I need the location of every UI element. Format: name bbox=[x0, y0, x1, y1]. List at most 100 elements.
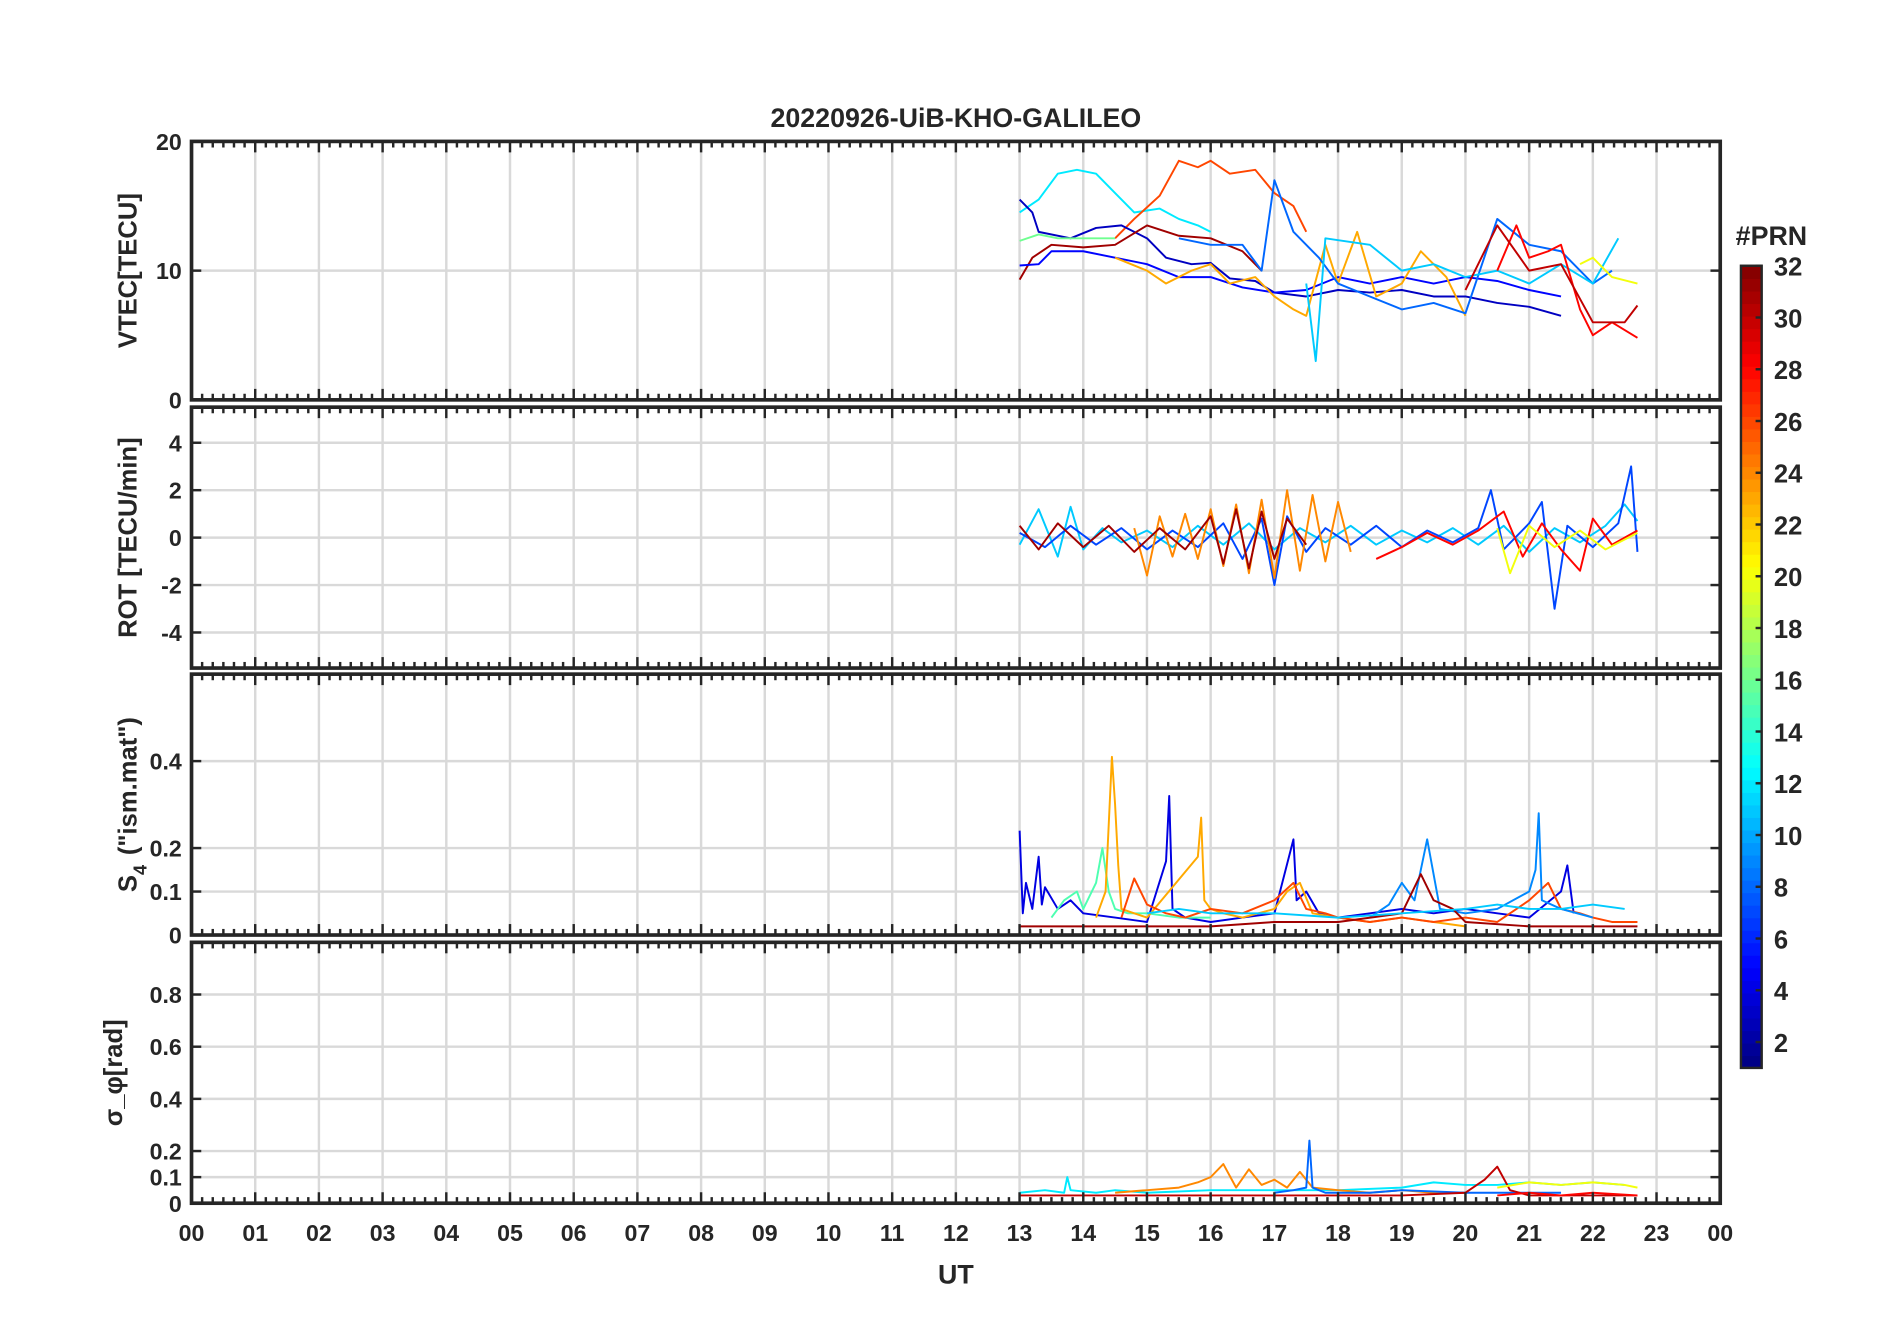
series-prn-28 bbox=[1375, 510, 1638, 572]
colorbar-tick-label: 10 bbox=[1774, 823, 1802, 851]
colorbar-segment bbox=[1740, 416, 1762, 430]
colorbar-segment bbox=[1740, 340, 1762, 355]
colorbar-segment bbox=[1740, 541, 1762, 555]
colorbar-segment bbox=[1740, 353, 1762, 367]
series-prn-12 bbox=[1019, 168, 1212, 233]
colorbar-segment bbox=[1740, 967, 1762, 981]
panel-4: 00.10.2 0.4 0.6 0.8 σ_φ[rad] bbox=[100, 940, 1723, 1217]
colorbar-segment bbox=[1740, 554, 1762, 568]
y-axis-label: S4 ("ism.mat") bbox=[115, 717, 151, 892]
colorbar-segment bbox=[1740, 879, 1762, 894]
colorbar-tick-label: 26 bbox=[1774, 409, 1802, 437]
y-tick-label: 0.2 bbox=[150, 836, 182, 862]
colorbar-segment bbox=[1740, 854, 1762, 869]
colorbar-tick-label: 20 bbox=[1774, 564, 1802, 592]
x-tick-label: 00 bbox=[179, 1220, 205, 1246]
colorbar-tick-label: 30 bbox=[1774, 305, 1802, 333]
colorbar-segment bbox=[1740, 1005, 1762, 1019]
colorbar-segment bbox=[1740, 503, 1762, 518]
colorbar-segment bbox=[1740, 315, 1762, 330]
series-prn-11 bbox=[1146, 903, 1625, 919]
colorbar-tick-label: 14 bbox=[1774, 719, 1803, 747]
x-tick-label: 23 bbox=[1644, 1220, 1670, 1246]
series-prn-20 bbox=[1579, 256, 1638, 285]
colorbar-segment bbox=[1740, 842, 1762, 856]
colorbar-tick-label: 8 bbox=[1774, 875, 1788, 903]
colorbar-segment bbox=[1740, 955, 1762, 969]
colorbar-segment bbox=[1740, 792, 1762, 806]
colorbar-segment bbox=[1740, 942, 1762, 956]
colorbar-segment bbox=[1740, 817, 1762, 831]
colorbar-segment bbox=[1740, 403, 1762, 417]
colorbar-segment bbox=[1740, 804, 1762, 818]
colorbar-tick-label: 2 bbox=[1774, 1030, 1788, 1058]
colorbar-segment bbox=[1740, 528, 1762, 543]
colorbar-tick-label: 18 bbox=[1774, 616, 1802, 644]
colorbar-segment bbox=[1740, 679, 1762, 693]
x-tick-label: 05 bbox=[497, 1220, 523, 1246]
series-prn-4 bbox=[1018, 794, 1575, 923]
series-prn-31 bbox=[1018, 508, 1308, 570]
y-tick-label: 20 bbox=[156, 129, 182, 155]
x-tick-label: 12 bbox=[943, 1220, 969, 1246]
x-tick-label: 20 bbox=[1453, 1220, 1479, 1246]
y-tick-label: 0 bbox=[169, 525, 182, 551]
colorbar-segment bbox=[1740, 391, 1762, 405]
y-tick-label: -2 bbox=[161, 573, 182, 599]
x-tick-label: 18 bbox=[1325, 1220, 1351, 1246]
series-prn-9 bbox=[1369, 812, 1594, 919]
colorbar-segment bbox=[1740, 716, 1762, 731]
colorbar-tick-label: 16 bbox=[1774, 668, 1802, 696]
y-axis-label: σ_φ[rad] bbox=[100, 1019, 128, 1126]
colorbar-segment bbox=[1740, 478, 1762, 493]
x-tick-label: 13 bbox=[1007, 1220, 1033, 1246]
series-prn-8 bbox=[1274, 1139, 1562, 1194]
x-tick-label: 07 bbox=[625, 1220, 651, 1246]
colorbar-segment bbox=[1740, 290, 1762, 305]
colorbar-segment bbox=[1740, 1055, 1762, 1069]
colorbar-tick-label: 28 bbox=[1774, 357, 1802, 385]
colorbar-segment bbox=[1740, 641, 1762, 656]
colorbar-tick-label: 4 bbox=[1774, 978, 1789, 1006]
colorbar-segment bbox=[1740, 654, 1762, 668]
colorbar-segment bbox=[1740, 466, 1762, 480]
colorbar-segment bbox=[1740, 328, 1762, 342]
colorbar-segment bbox=[1740, 516, 1762, 530]
colorbar-segment bbox=[1740, 829, 1762, 844]
y-tick-label: 0.4 bbox=[150, 749, 182, 775]
colorbar-segment bbox=[1740, 691, 1762, 706]
colorbar-segment bbox=[1740, 904, 1762, 919]
series-prn-16 bbox=[1019, 233, 1116, 242]
y-tick-label: 0.4 bbox=[150, 1086, 182, 1112]
y-tick-label: 0.1 bbox=[150, 879, 182, 905]
x-tick-label: 09 bbox=[752, 1220, 778, 1246]
y-tick-label: 0 bbox=[169, 387, 182, 413]
colorbar-segment bbox=[1740, 1030, 1762, 1044]
y-axis-label: VTEC[TECU] bbox=[115, 193, 143, 348]
y-axis-label-rest: ("ism.mat") bbox=[115, 717, 143, 855]
x-tick-label: 19 bbox=[1389, 1220, 1415, 1246]
x-tick-label: 02 bbox=[306, 1220, 332, 1246]
panel-1: 0 10 20 VTEC[TECU] bbox=[115, 129, 1723, 413]
series-prn-23 bbox=[1095, 755, 1466, 928]
colorbar-segment bbox=[1740, 992, 1762, 1006]
colorbar-segment bbox=[1740, 867, 1762, 881]
x-tick-label: 21 bbox=[1516, 1220, 1542, 1246]
y-tick-label: 4 bbox=[169, 430, 182, 456]
y-tick-label: 0.6 bbox=[150, 1034, 182, 1060]
y-tick-label: -4 bbox=[161, 620, 182, 646]
colorbar-segment bbox=[1740, 303, 1762, 317]
y-tick-label: 0 bbox=[169, 1191, 182, 1217]
y-tick-label: 0.2 bbox=[150, 1139, 182, 1165]
colorbar-segment bbox=[1740, 591, 1762, 605]
colorbar-segment bbox=[1740, 754, 1762, 768]
series-prn-23 bbox=[1114, 230, 1467, 317]
colorbar-segment bbox=[1740, 428, 1762, 442]
y-axis-label: ROT [TECU/min] bbox=[115, 437, 143, 637]
panel-2: -4 -2 0 2 4 ROT [TECU/min] bbox=[115, 405, 1723, 670]
y-tick-label: 0.8 bbox=[150, 982, 182, 1008]
panel-3: 0 0.1 0.2 0.4 S4 ("ism.mat") bbox=[115, 672, 1723, 949]
colorbar-segment bbox=[1740, 767, 1762, 781]
colorbar-label: #PRN bbox=[1736, 221, 1807, 251]
